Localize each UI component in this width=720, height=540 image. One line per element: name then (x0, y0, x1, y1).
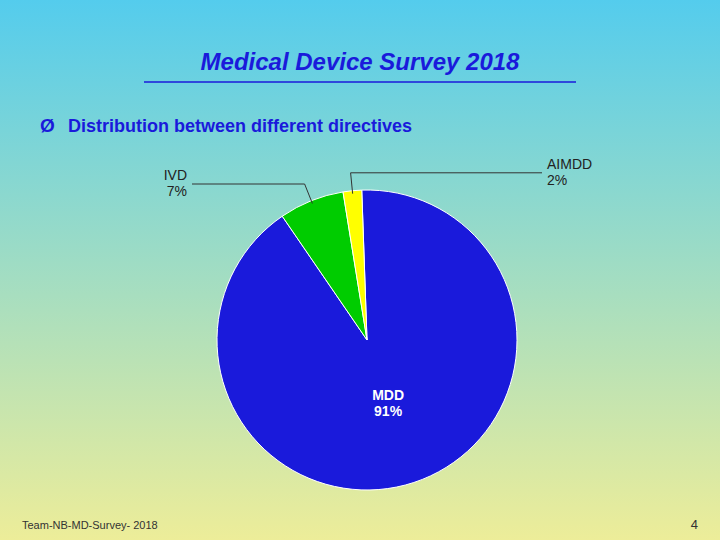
pie (217, 190, 517, 490)
leader-line (192, 184, 312, 203)
data-label-line: IVD (164, 167, 187, 183)
background (0, 0, 720, 540)
title: Medical Device Survey 2018 (201, 48, 521, 75)
footer-left: Team-NB-MD-Survey- 2018 (22, 519, 158, 531)
data-label-line: 2% (547, 172, 567, 188)
data-label: AIMDD2% (547, 156, 592, 188)
slice (343, 190, 367, 340)
subtitle: Distribution between different directive… (68, 116, 412, 136)
data-label: MDD91% (372, 387, 404, 419)
bullet: Ø (40, 115, 55, 136)
data-label-line: 7% (167, 183, 187, 199)
title-underline (144, 81, 576, 83)
labels: MDD91% IVD7% AIMDD2% (164, 156, 592, 419)
data-label: IVD7% (164, 167, 187, 199)
data-label-line: 91% (374, 403, 403, 419)
chart-container: Medical Device Survey 2018 Ø Distribution … (0, 0, 720, 540)
chart: Medical Device Survey 2018 Ø Distribution … (0, 0, 720, 540)
data-label-line: AIMDD (547, 156, 592, 172)
slice (217, 190, 517, 490)
footer-right: 4 (691, 517, 698, 532)
data-label-line: MDD (372, 387, 404, 403)
leader-line (351, 173, 542, 194)
